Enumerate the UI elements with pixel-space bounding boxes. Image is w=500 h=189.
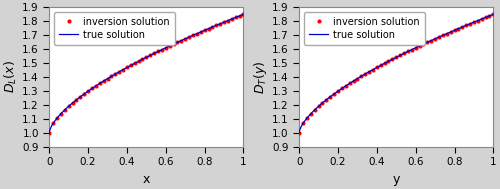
inversion solution xyxy=(236,15,242,17)
Line: inversion solution: inversion solution xyxy=(47,12,246,135)
true solution xyxy=(240,13,246,15)
inversion solution xyxy=(339,87,345,90)
true solution xyxy=(222,20,228,23)
Y-axis label: $D_T(y)$: $D_T(y)$ xyxy=(252,60,270,94)
Line: true solution: true solution xyxy=(299,14,494,133)
true solution xyxy=(47,129,53,131)
inversion solution xyxy=(89,87,95,90)
inversion solution xyxy=(46,132,52,134)
true solution xyxy=(490,13,496,15)
true solution xyxy=(46,132,52,134)
true solution xyxy=(161,47,167,50)
inversion solution xyxy=(240,13,246,15)
inversion solution xyxy=(436,36,442,38)
inversion solution xyxy=(354,77,360,80)
Legend: inversion solution, true solution: inversion solution, true solution xyxy=(304,12,424,45)
X-axis label: x: x xyxy=(142,173,150,186)
inversion solution xyxy=(104,77,110,80)
true solution xyxy=(165,46,171,48)
X-axis label: y: y xyxy=(392,173,400,186)
true solution xyxy=(412,47,418,49)
inversion solution xyxy=(174,41,180,43)
inversion solution xyxy=(424,41,430,43)
inversion solution xyxy=(486,15,492,17)
true solution xyxy=(296,132,302,134)
inversion solution xyxy=(490,13,496,15)
true solution xyxy=(411,47,417,50)
Legend: inversion solution, true solution: inversion solution, true solution xyxy=(54,12,175,45)
Line: inversion solution: inversion solution xyxy=(297,12,496,135)
true solution xyxy=(210,26,216,28)
inversion solution xyxy=(296,132,302,134)
Y-axis label: $D_L(x)$: $D_L(x)$ xyxy=(4,60,20,94)
inversion solution xyxy=(186,36,192,38)
true solution xyxy=(162,47,168,49)
true solution xyxy=(472,20,478,23)
true solution xyxy=(460,26,466,28)
inversion solution xyxy=(108,75,114,77)
inversion solution xyxy=(358,75,364,77)
Line: true solution: true solution xyxy=(50,14,244,133)
true solution xyxy=(415,46,421,48)
true solution xyxy=(297,129,303,131)
